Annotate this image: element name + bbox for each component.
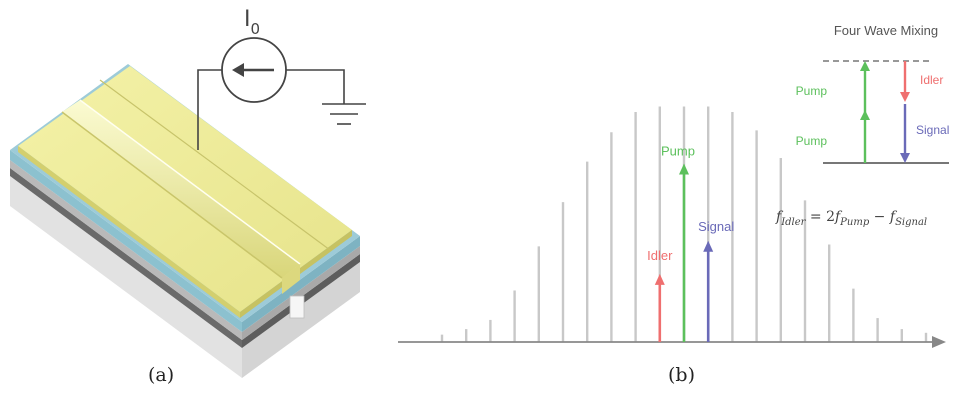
eq-mid: = 2 bbox=[805, 209, 835, 225]
eq-f3: f bbox=[889, 209, 898, 225]
inset-pump-lower-label: Pump bbox=[796, 134, 828, 148]
eq-sub-signal: Signal bbox=[895, 217, 927, 228]
substrate-layer bbox=[10, 176, 360, 378]
circuit-wires bbox=[197, 69, 366, 150]
current-source-icon bbox=[221, 37, 287, 103]
inset-title: Four Wave Mixing bbox=[834, 23, 938, 38]
inset-idler-arrow-head bbox=[900, 92, 910, 102]
ridge-waveguide bbox=[61, 79, 331, 294]
eq-f1: f bbox=[775, 209, 784, 225]
idler-arrowhead bbox=[654, 273, 665, 285]
fwm-equation: fIdler = 2fPump − fSignal bbox=[775, 209, 927, 228]
caption-a: (a) bbox=[148, 364, 175, 386]
current-label: I0 bbox=[244, 7, 260, 38]
eq-sub-idler: Idler bbox=[780, 217, 806, 228]
ridge-end-face bbox=[289, 295, 305, 319]
inset-pump-upper-arrow-head bbox=[860, 61, 870, 71]
eq-sub-pump: Pump bbox=[839, 217, 870, 228]
pump-label: Pump bbox=[661, 144, 695, 159]
device-illustration: I0 bbox=[10, 7, 366, 378]
fwm-inset: Four Wave Mixing Pump Pump Idler Signal … bbox=[775, 23, 949, 228]
signal-arrowhead bbox=[703, 240, 714, 252]
inset-signal-arrow-head bbox=[900, 153, 910, 163]
caption-b: (b) bbox=[668, 364, 695, 386]
eq-f2: f bbox=[834, 209, 843, 225]
gray-layer bbox=[10, 160, 360, 340]
inset-pump-lower-arrow-head bbox=[860, 110, 870, 120]
idler-label: Idler bbox=[647, 248, 673, 263]
panel-a: I0 (a) bbox=[0, 0, 380, 396]
inset-signal-label: Signal bbox=[916, 123, 949, 137]
fwm-arrows bbox=[654, 163, 714, 342]
eq-minus: − bbox=[869, 209, 890, 225]
inset-arrows bbox=[860, 61, 910, 163]
axis-arrowhead bbox=[932, 336, 946, 348]
pump-arrowhead bbox=[679, 163, 689, 175]
signal-label: Signal bbox=[698, 219, 734, 234]
current-label-sub: 0 bbox=[251, 20, 261, 38]
current-label-main: I bbox=[244, 7, 251, 32]
panel-b: Pump Signal Idler Four Wave Mixing Pump … bbox=[380, 0, 980, 396]
inset-idler-label: Idler bbox=[920, 73, 943, 87]
inset-pump-upper-label: Pump bbox=[796, 84, 828, 98]
spectrum-plot: Pump Signal Idler Four Wave Mixing Pump … bbox=[398, 23, 949, 348]
